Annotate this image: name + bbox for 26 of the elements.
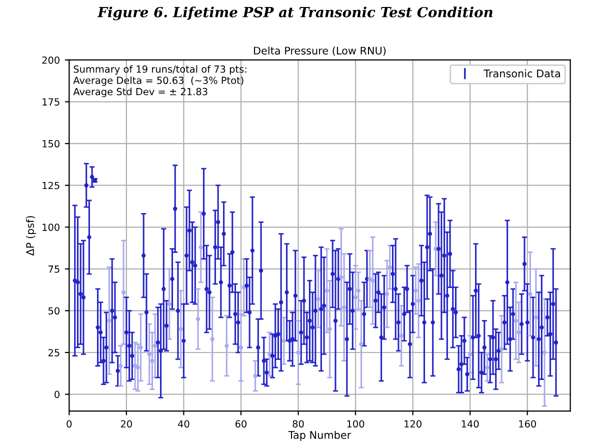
y-tick-label: 75 xyxy=(48,266,60,273)
y-tick-label: 125 xyxy=(42,182,60,190)
x-tick-label: 100 xyxy=(347,420,364,428)
caption: Figure 6. Lifetime PSP at Transonic Test Condition xyxy=(97,6,493,20)
annotation: Summary of 19 runs/total of 73 pts: xyxy=(74,65,246,75)
x-tick-label: 140 xyxy=(462,420,479,428)
legend-label: Transonic Data xyxy=(484,69,560,78)
y-tick-label: 150 xyxy=(42,140,60,148)
x-tick-label: 20 xyxy=(120,420,132,428)
y-tick-label: 200 xyxy=(42,56,60,64)
y-tick-label: 0 xyxy=(54,390,60,398)
y-axis-title: ΔP (psf) xyxy=(26,216,36,256)
chart-title: Delta Pressure (Low RNU) xyxy=(254,46,386,56)
x-tick-label: 40 xyxy=(178,420,190,428)
x-tick-label: 60 xyxy=(235,420,247,428)
x-tick-label: 120 xyxy=(404,420,422,428)
x-tick-label: 0 xyxy=(66,420,72,428)
y-tick-label: 100 xyxy=(42,224,60,231)
x-axis-title: Tap Number xyxy=(288,430,352,441)
y-tick-label: 25 xyxy=(48,348,60,356)
y-tick-label: 50 xyxy=(48,307,60,315)
x-tick-label: 80 xyxy=(292,420,304,428)
y-tick-label: 175 xyxy=(42,98,60,106)
x-tick-label: 160 xyxy=(519,420,536,428)
annotation: Average Delta = 50.63 (~3% Ptot) xyxy=(73,76,244,86)
annotation: Average Std Dev = ± 21.83 xyxy=(73,88,208,98)
